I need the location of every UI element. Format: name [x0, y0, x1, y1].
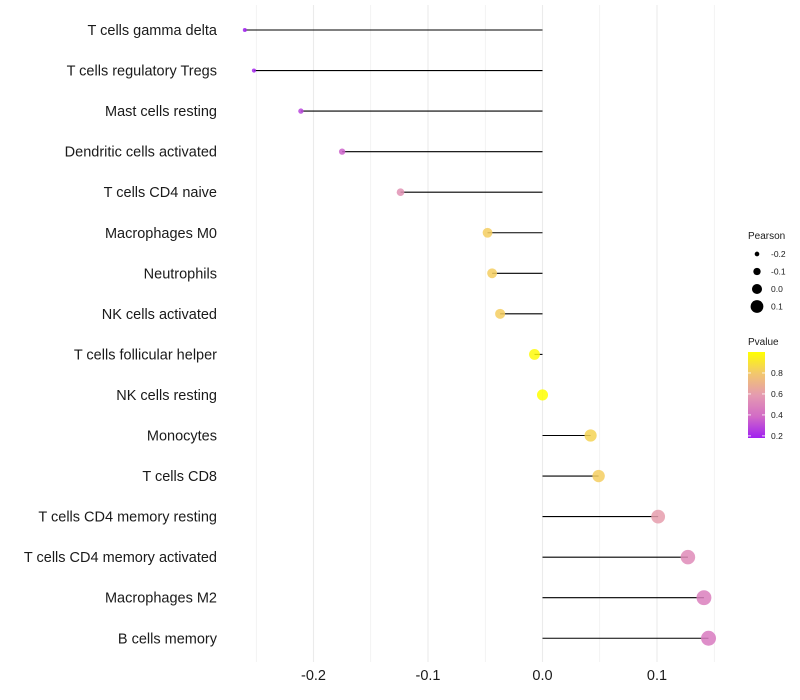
legend-size-label: 0.1	[771, 302, 783, 312]
legend-pearson: Pearson -0.2 -0.1 0.0 0.1	[748, 231, 786, 313]
x-tick-label: 0.0	[532, 668, 552, 684]
y-tick-label: Dendritic cells activated	[65, 145, 217, 161]
data-point	[529, 348, 540, 360]
data-point	[592, 469, 605, 483]
y-tick-label: Macrophages M0	[105, 226, 217, 242]
data-point	[338, 148, 346, 155]
x-tick-label: -0.1	[416, 668, 441, 684]
y-tick-label: T cells CD4 naive	[104, 185, 217, 201]
y-tick-label: Monocytes	[147, 429, 217, 445]
y-tick-label: T cells regulatory Tregs	[67, 64, 217, 80]
legend-pvalue-label: 0.2	[771, 431, 783, 441]
x-tick-label: -0.2	[301, 668, 326, 684]
y-tick-label: Mast cells resting	[105, 104, 217, 120]
legend-size-key	[751, 283, 763, 295]
legend-size-key	[753, 267, 761, 276]
data-point	[298, 108, 304, 114]
data-point	[482, 227, 493, 238]
data-point	[696, 590, 712, 606]
legend-size-key	[750, 300, 764, 313]
data-point	[251, 68, 257, 73]
legend-pvalue: Pvalue 0.8 0.6 0.4 0.2	[748, 337, 783, 441]
legend-size-label: 0.0	[771, 284, 783, 294]
data-point	[536, 389, 549, 401]
data-point	[396, 188, 405, 197]
y-axis-labels: T cells gamma delta T cells regulatory Tr…	[24, 23, 218, 647]
x-tick-label: 0.1	[647, 668, 667, 684]
y-tick-label: T cells CD4 memory resting	[38, 510, 217, 526]
y-tick-label: NK cells activated	[102, 307, 217, 323]
legend-pvalue-title: Pvalue	[748, 337, 779, 348]
y-tick-label: T cells gamma delta	[88, 23, 218, 39]
y-tick-label: Macrophages M2	[105, 591, 217, 607]
legend-pvalue-label: 0.4	[771, 410, 783, 420]
y-tick-label: NK cells resting	[116, 388, 217, 404]
stems	[244, 29, 709, 639]
y-tick-label: T cells CD4 memory activated	[24, 550, 217, 566]
y-tick-label: Neutrophils	[144, 266, 217, 282]
legend-size-label: -0.1	[771, 267, 786, 277]
legend-pearson-title: Pearson	[748, 231, 785, 242]
data-point	[584, 429, 597, 442]
data-point	[495, 308, 506, 319]
y-tick-label: T cells CD8	[142, 469, 217, 485]
data-point	[680, 549, 696, 565]
pvalue-colorbar	[748, 352, 765, 438]
points	[242, 28, 717, 646]
legend-pvalue-label: 0.6	[771, 389, 783, 399]
legend-pvalue-label: 0.8	[771, 368, 783, 378]
y-tick-label: B cells memory	[118, 631, 218, 647]
legend-size-label: -0.2	[771, 249, 786, 259]
data-point	[701, 630, 717, 646]
y-tick-label: T cells follicular helper	[74, 347, 217, 363]
grid-lines	[255, 5, 715, 662]
data-point	[242, 28, 247, 32]
data-point	[487, 268, 498, 279]
data-point	[651, 509, 666, 524]
x-axis-labels: -0.2 -0.1 0.0 0.1	[301, 668, 667, 684]
legend-size-key	[754, 251, 760, 257]
